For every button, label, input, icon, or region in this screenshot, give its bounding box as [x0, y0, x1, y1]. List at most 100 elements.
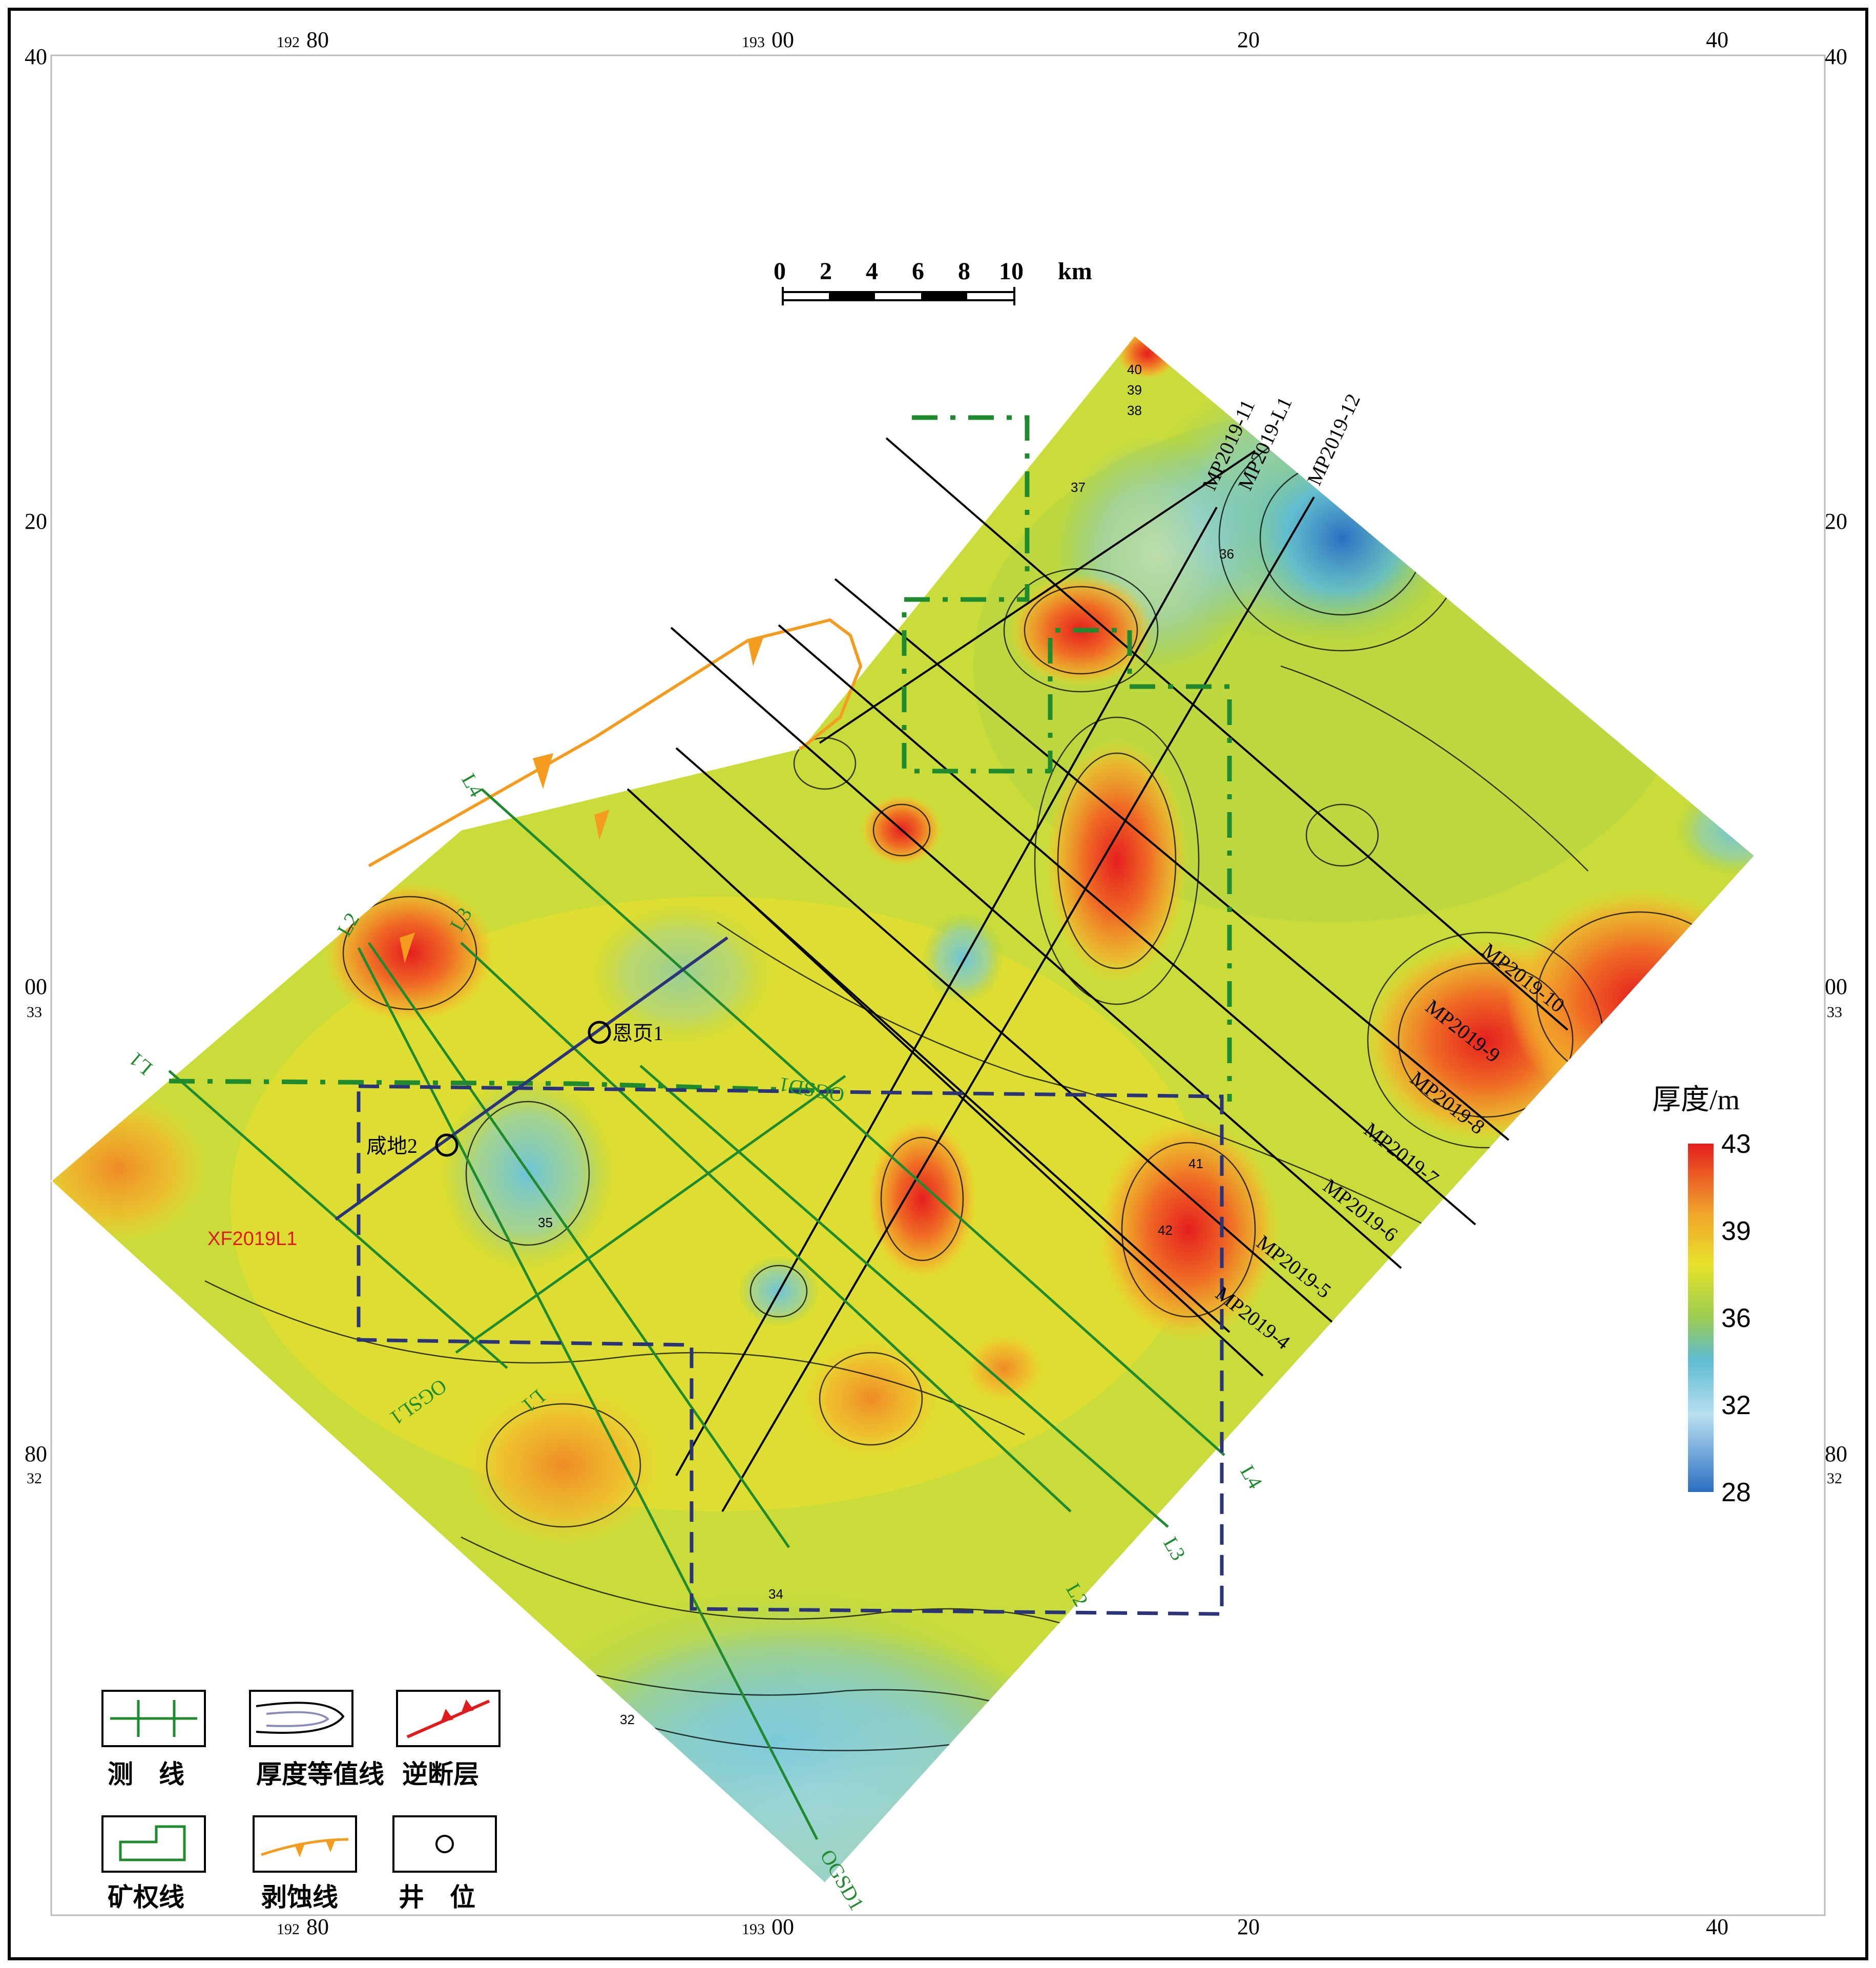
- left-axis: 40 20 00 33 80 32: [25, 44, 47, 1487]
- scale-tick-6: 6: [912, 258, 924, 285]
- top-tick-1: 80: [306, 27, 329, 52]
- label-xf2019l1: XF2019L1: [207, 1228, 297, 1250]
- legend-item-well: 井 位: [392, 1815, 497, 1912]
- contour-label-37: 37: [1071, 480, 1086, 495]
- mp-line-4: [729, 883, 1231, 1333]
- legend-item-reverse-fault: 逆断层: [396, 1690, 501, 1789]
- contour-label-34: 34: [768, 1586, 783, 1602]
- right-tick-sub-4: 32: [1827, 1470, 1842, 1487]
- colorbar-tick-28: 28: [1721, 1478, 1751, 1507]
- bottom-axis: 192 80 193 00 20 40: [277, 1914, 1728, 1939]
- mp-line-12: [721, 496, 1315, 1513]
- right-axis: 40 20 00 33 80 32: [1825, 44, 1847, 1487]
- right-tick-4: 80: [1825, 1441, 1847, 1466]
- erosion-line-icon: [261, 1838, 349, 1857]
- scale-bar: 0 2 4 6 8 10 km: [774, 258, 1092, 305]
- outer-frame: [8, 8, 1868, 1960]
- colorbar-tick-32: 32: [1721, 1391, 1751, 1420]
- mining-boundary: [169, 415, 1232, 1102]
- scale-segment-2-4: [829, 292, 875, 300]
- label-green-L4-bottom: L4: [1236, 1461, 1267, 1493]
- contour-label-38: 38: [1127, 403, 1142, 418]
- contour-label-39: 39: [1127, 382, 1142, 398]
- colorbar-tick-36: 36: [1721, 1303, 1751, 1333]
- green-line-L3: [639, 1065, 1169, 1528]
- green-line-L2-diag: [367, 942, 790, 1548]
- mp-line-10: [885, 437, 1569, 1031]
- bottom-tick-1: 80: [306, 1914, 329, 1939]
- label-green-L3-bottom: L3: [1159, 1533, 1190, 1564]
- top-axis: 192 80 193 00 20 40: [277, 27, 1728, 52]
- legend-label-reverse-fault: 逆断层: [402, 1760, 479, 1789]
- exploration-block: [357, 1084, 1224, 1616]
- mp-line-l1-upper: [819, 450, 1256, 744]
- wells: 恩页1 咸地2: [366, 1021, 663, 1157]
- top-tick-sub-1: 192: [277, 34, 300, 51]
- reverse-fault-icon: [406, 1700, 490, 1738]
- colorbar-gradient: [1688, 1144, 1714, 1492]
- contour-label-36: 36: [1219, 546, 1234, 562]
- well-xiandi2-icon[interactable]: [435, 1133, 458, 1157]
- green-line-L3-upper: [460, 942, 1072, 1513]
- left-tick-2: 20: [25, 509, 47, 534]
- green-line-L4: [481, 788, 1225, 1456]
- well-icon: [435, 1835, 454, 1853]
- scale-tick-4: 4: [866, 258, 878, 285]
- bottom-tick-4: 40: [1706, 1914, 1728, 1939]
- green-line-OGSL1: [455, 1074, 846, 1354]
- left-tick-sub-3: 33: [27, 1004, 42, 1021]
- xf2019l1-line: [335, 936, 728, 1221]
- mp-line-11: [675, 507, 1218, 1476]
- top-tick-2: 00: [772, 27, 794, 52]
- scale-unit: km: [1058, 258, 1092, 285]
- legend-item-mining-boundary: 矿权线: [101, 1815, 206, 1912]
- scale-tick-8: 8: [958, 258, 970, 285]
- legend-label-contour: 厚度等值线: [256, 1760, 384, 1789]
- bottom-tick-3: 20: [1237, 1914, 1260, 1939]
- bottom-tick-sub-2: 193: [742, 1921, 765, 1938]
- contour-label-32: 32: [620, 1712, 635, 1727]
- left-tick-sub-4: 32: [27, 1470, 42, 1487]
- well-enye1-icon[interactable]: [588, 1021, 611, 1044]
- colorbar: 厚度/m 43 39 36 32 28: [1652, 1084, 1751, 1507]
- bottom-tick-sub-1: 192: [277, 1921, 300, 1938]
- contour-label-41: 41: [1189, 1156, 1203, 1171]
- legend-label-survey-line: 测 线: [108, 1760, 184, 1789]
- legend-label-erosion-line: 剥蚀线: [261, 1883, 338, 1912]
- top-tick-4: 40: [1706, 27, 1728, 52]
- right-tick-3: 00: [1825, 974, 1847, 999]
- label-green-L4-top: L4: [457, 770, 488, 801]
- left-tick-1: 40: [25, 44, 47, 69]
- legend-item-contour: 厚度等值线: [249, 1690, 384, 1789]
- label-mp2019-12: MP2019-12: [1302, 390, 1365, 489]
- left-tick-3: 00: [25, 974, 47, 999]
- scale-tick-2: 2: [820, 258, 832, 285]
- label-green-L1-top: L1: [124, 1048, 157, 1080]
- legend-label-well: 井 位: [399, 1883, 475, 1912]
- legend-item-erosion-line: 剥蚀线: [253, 1815, 357, 1912]
- scale-segment-6-8: [921, 292, 967, 300]
- colorbar-title: 厚度/m: [1652, 1084, 1740, 1116]
- legend-label-mining-boundary: 矿权线: [108, 1883, 184, 1912]
- left-tick-4: 80: [25, 1441, 47, 1466]
- colorbar-tick-43: 43: [1721, 1129, 1751, 1159]
- contour-label-35: 35: [538, 1215, 553, 1230]
- mp-line-8: [778, 624, 1476, 1226]
- contour-label-42: 42: [1158, 1223, 1173, 1238]
- survey-line-icon: [110, 1700, 197, 1737]
- scale-tick-0: 0: [774, 258, 786, 285]
- scale-bar-frame: [782, 291, 1015, 301]
- green-line-OGSD1: [357, 947, 819, 1840]
- mining-boundary-icon: [119, 1825, 186, 1861]
- mp-line-9: [834, 578, 1510, 1141]
- colorbar-tick-39: 39: [1721, 1216, 1751, 1246]
- top-tick-3: 20: [1237, 27, 1260, 52]
- contour-value-labels: 40 39 38 37 36 35 34 32 41 42: [538, 362, 1234, 1727]
- legend-item-survey-line: 测 线: [101, 1690, 206, 1789]
- contour-label-40: 40: [1127, 362, 1142, 377]
- right-tick-1: 40: [1825, 44, 1847, 69]
- bottom-tick-2: 00: [772, 1914, 794, 1939]
- mp-line-7: [670, 627, 1402, 1269]
- well-xiandi2-label: 咸地2: [366, 1134, 418, 1157]
